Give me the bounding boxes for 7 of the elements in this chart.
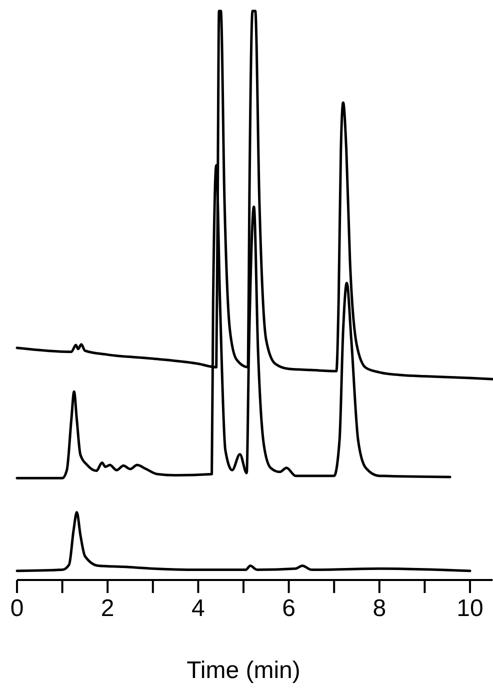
x-tick-label: 4 <box>192 595 205 622</box>
x-tick-label: 6 <box>282 595 296 622</box>
x-tick-label: 2 <box>100 595 114 622</box>
x-tick-label: 10 <box>456 595 484 622</box>
x-tick-label: 0 <box>10 595 24 622</box>
x-tick-label: 8 <box>372 595 386 622</box>
x-axis-title: Time (min) <box>186 657 300 684</box>
